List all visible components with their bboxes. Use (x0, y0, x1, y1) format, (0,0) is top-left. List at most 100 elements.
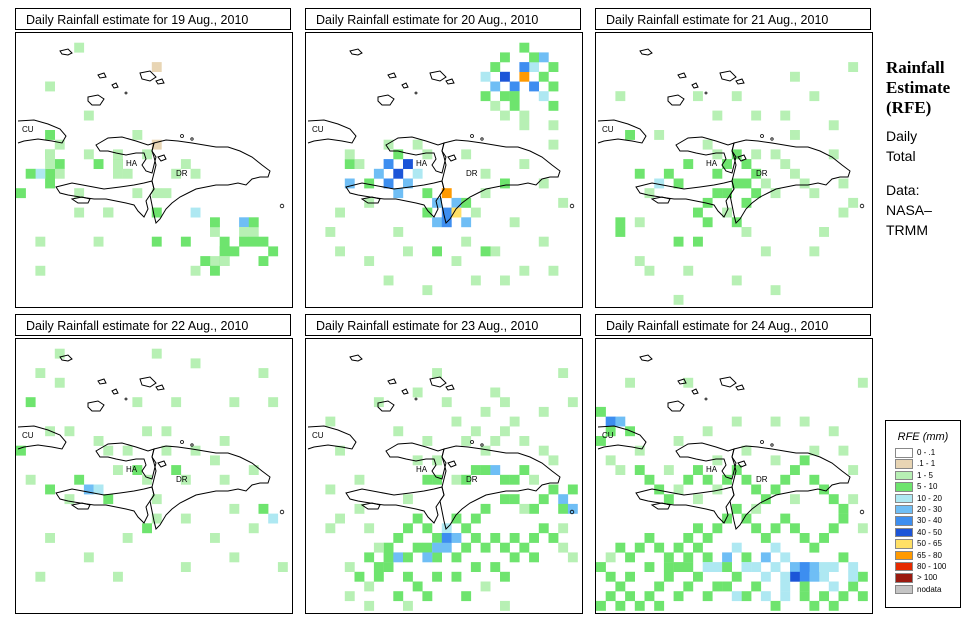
rain-cell (403, 246, 413, 257)
rain-cell (615, 416, 626, 427)
rain-cell (819, 227, 829, 237)
rain-cell (799, 581, 810, 592)
rain-cell (731, 503, 742, 514)
rain-cell (509, 100, 520, 111)
rain-cell (673, 294, 684, 305)
rain-cell (500, 275, 510, 286)
rain-cell (45, 178, 55, 189)
rain-cell (702, 139, 713, 150)
rain-cell (538, 52, 549, 63)
rain-cell (683, 552, 694, 563)
rain-cell (25, 397, 36, 408)
legend-item: 40 - 50 (886, 527, 960, 538)
rain-cell (354, 571, 365, 582)
rain-cell (848, 62, 859, 72)
rain-cell (480, 465, 491, 475)
rain-cell (760, 246, 771, 257)
rain-cell (509, 91, 520, 102)
rain-cell (731, 149, 742, 160)
rain-cell (790, 130, 800, 140)
rain-cell (45, 168, 55, 179)
rain-cell (335, 513, 345, 524)
rain-cell (634, 600, 645, 611)
rain-cell (470, 465, 481, 475)
legend-swatch (895, 459, 913, 469)
legend-label: 1 - 5 (917, 470, 934, 480)
rain-cell (790, 494, 800, 505)
rain-cell (605, 571, 616, 582)
rain-cell (490, 436, 501, 446)
rain-cell (364, 178, 375, 189)
rain-cell (760, 591, 771, 602)
rain-cell (470, 533, 481, 543)
rain-cell (83, 552, 94, 563)
legend: RFE (mm) 0 - .1 .1 - 1 1 - 5 5 - 10 10 -… (885, 420, 961, 608)
label-ha: HA (126, 159, 138, 168)
rain-cell (770, 188, 781, 199)
rain-cell (344, 562, 355, 572)
legend-swatch (895, 504, 913, 515)
rain-cell (393, 188, 404, 199)
rain-cell (857, 377, 868, 388)
rain-cell (403, 494, 413, 505)
rain-cell (828, 562, 839, 572)
side-period-line2: Total (886, 148, 916, 164)
rain-cell (432, 571, 442, 582)
rain-cell (519, 265, 530, 276)
rain-cell (461, 591, 472, 602)
rain-cell (838, 178, 849, 189)
rain-cell (258, 256, 269, 266)
legend-item: 65 - 80 (886, 550, 960, 561)
rain-cell (470, 513, 481, 524)
rain-cell (780, 571, 791, 582)
rain-cell (605, 455, 616, 466)
panel-title: Daily Rainfall estimate for 24 Aug., 201… (595, 314, 871, 336)
rain-cell (335, 246, 345, 257)
rain-cell (548, 455, 559, 466)
rain-cell (654, 581, 665, 592)
label-ha: HA (706, 465, 718, 474)
rainfall-map: CU HA DR (15, 338, 293, 614)
rain-cell (461, 217, 472, 228)
rain-cell (731, 416, 742, 427)
rain-cell (210, 217, 220, 228)
rain-cell (673, 436, 684, 446)
rain-cell (741, 445, 752, 456)
label-ha: HA (126, 465, 138, 474)
rain-cell (470, 426, 481, 437)
rain-cell (161, 188, 172, 199)
label-cu: CU (22, 431, 34, 440)
rain-cell (538, 236, 549, 247)
rain-cell (142, 149, 152, 160)
side-source: Data: NASA– TRMM (886, 180, 971, 240)
rain-cell (500, 542, 510, 553)
rain-cell (248, 236, 259, 247)
rain-cell (828, 149, 839, 160)
rain-cell (422, 474, 433, 485)
rainfall-panel-21aug: Daily Rainfall estimate for 21 Aug., 201… (595, 8, 873, 308)
legend-swatch (895, 493, 913, 504)
rain-cell (596, 406, 606, 417)
rain-cell (702, 591, 713, 602)
rain-cell (529, 503, 539, 514)
rain-cell (210, 265, 220, 276)
rain-cell (634, 465, 645, 475)
rain-cell (558, 197, 569, 208)
rain-cell (548, 484, 559, 495)
rain-cell (683, 265, 694, 276)
legend-label: 65 - 80 (917, 550, 942, 560)
rain-cell (770, 484, 781, 495)
side-source-line3: TRMM (886, 222, 928, 238)
rain-cell (838, 513, 849, 524)
rain-cell (770, 562, 781, 572)
rain-cell (500, 178, 510, 189)
label-cu: CU (602, 125, 614, 134)
rain-cell (615, 465, 626, 475)
rain-cell (712, 168, 723, 179)
rain-cell (673, 591, 684, 602)
rain-cell (663, 562, 674, 572)
rain-cell (412, 513, 423, 524)
side-title-line1: Rainfall (886, 58, 945, 77)
rainfall-panel-24aug: Daily Rainfall estimate for 24 Aug., 201… (595, 314, 873, 614)
panel-title: Daily Rainfall estimate for 21 Aug., 201… (595, 8, 871, 30)
